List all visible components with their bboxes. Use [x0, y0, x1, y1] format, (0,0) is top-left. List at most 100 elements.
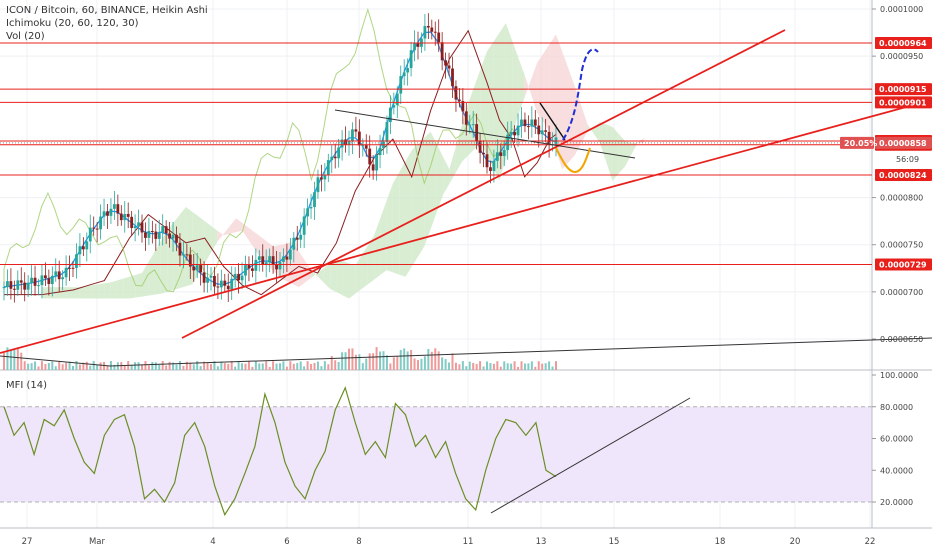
volume-bar [158, 364, 161, 370]
volume-bar [92, 361, 95, 370]
volume-bar [437, 351, 440, 370]
candle-body [537, 125, 541, 135]
volume-bar [530, 361, 533, 370]
candle-body [206, 277, 209, 283]
volume-bar [147, 365, 150, 370]
volume-bars [3, 347, 557, 370]
candle-body [219, 280, 223, 288]
volume-bar [75, 361, 78, 370]
candle-body [299, 234, 303, 240]
volume-legend[interactable]: Vol (20) [6, 31, 45, 42]
candle-body [202, 272, 206, 283]
volume-bar [244, 363, 247, 370]
candle-body [209, 275, 213, 278]
candle-body [216, 286, 220, 288]
cloud-segment [198, 216, 205, 274]
cloud-segment [223, 226, 230, 236]
level-label: 0.0000901 [879, 98, 927, 107]
cloud-segment [104, 282, 111, 299]
cloud-segment [524, 75, 531, 98]
mfi-band [0, 406, 872, 502]
volume-bar [85, 361, 88, 370]
volume-bar [185, 361, 188, 370]
xtick-label: 11 [463, 537, 474, 547]
volume-bar [285, 366, 288, 370]
volume-bar [413, 358, 416, 370]
candle-body [530, 119, 534, 127]
candle-body [123, 213, 127, 221]
ytick-label: 0.0000650 [880, 335, 923, 344]
candle-body [164, 226, 168, 234]
candle-body [478, 140, 482, 153]
current-price-bg [875, 136, 932, 149]
ytick-label: 0.0000750 [880, 241, 923, 250]
volume-bar [327, 364, 330, 370]
countdown-label: 56:09 [896, 155, 919, 164]
volume-bar [154, 362, 157, 370]
ichimoku-legend[interactable]: Ichimoku (20, 60, 120, 30) [6, 18, 139, 29]
candle-body [361, 145, 365, 147]
candle-body [33, 277, 37, 286]
candle-body [23, 282, 27, 290]
candle-body [351, 129, 354, 142]
candle-body [437, 32, 441, 43]
volume-bar [403, 348, 406, 370]
candle-body [520, 119, 523, 126]
candle-body [337, 147, 341, 159]
projection-bullish [562, 48, 599, 141]
cloud-segment [217, 230, 224, 242]
candle-body [354, 129, 358, 132]
xtick-label: 6 [284, 537, 289, 547]
candle-body [254, 259, 258, 271]
volume-bar [448, 362, 451, 370]
candle-body [95, 228, 99, 230]
cloud-segment [305, 260, 312, 283]
mfi-legend[interactable]: MFI (14) [6, 380, 48, 391]
candle-body [323, 175, 327, 180]
volume-bar [385, 355, 388, 370]
candle-body [64, 267, 68, 278]
candle-body [385, 121, 389, 142]
candle-body [509, 132, 513, 135]
change-badge-bg [840, 136, 874, 149]
volume-bar [113, 364, 116, 370]
candle-body [464, 111, 468, 125]
mfi-ytick-label: 20.0000 [880, 498, 913, 507]
volume-bar [20, 352, 23, 370]
volume-bar [323, 361, 326, 370]
candle-body [226, 285, 230, 290]
volume-bar [254, 361, 257, 370]
candle-body [102, 211, 106, 217]
volume-bar [396, 356, 399, 370]
volume-bar [489, 363, 492, 370]
cloud-segment [248, 227, 255, 250]
candle-body [316, 177, 320, 193]
volume-bar [130, 365, 133, 370]
volume-bar [465, 366, 468, 370]
candle-body [71, 267, 75, 269]
candle-body [423, 25, 427, 39]
candle-body [61, 277, 65, 280]
volume-bar [223, 363, 226, 370]
cloud-segment [430, 131, 437, 230]
symbol-legend[interactable]: ICON / Bitcoin, 60, BINANCE, Heikin Ashi [6, 5, 208, 16]
cloud-segment [342, 261, 349, 299]
ichimoku-base-line [4, 29, 557, 296]
cloud-segment [336, 258, 343, 296]
volume-bar [168, 361, 171, 370]
level-label: 0.0000964 [879, 39, 927, 48]
candle-body [109, 208, 113, 216]
cloud-segment [549, 34, 556, 151]
volume-bar [382, 351, 385, 370]
volume-bar [172, 362, 175, 370]
volume-bar [227, 363, 230, 370]
volume-bar [144, 361, 147, 370]
volume-bar [241, 363, 244, 370]
candle-body [340, 139, 344, 148]
volume-bar [420, 358, 423, 370]
cloud-segment [116, 278, 124, 299]
candle-body [416, 43, 420, 47]
cloud-segment [91, 284, 99, 299]
volume-bar [496, 361, 499, 370]
